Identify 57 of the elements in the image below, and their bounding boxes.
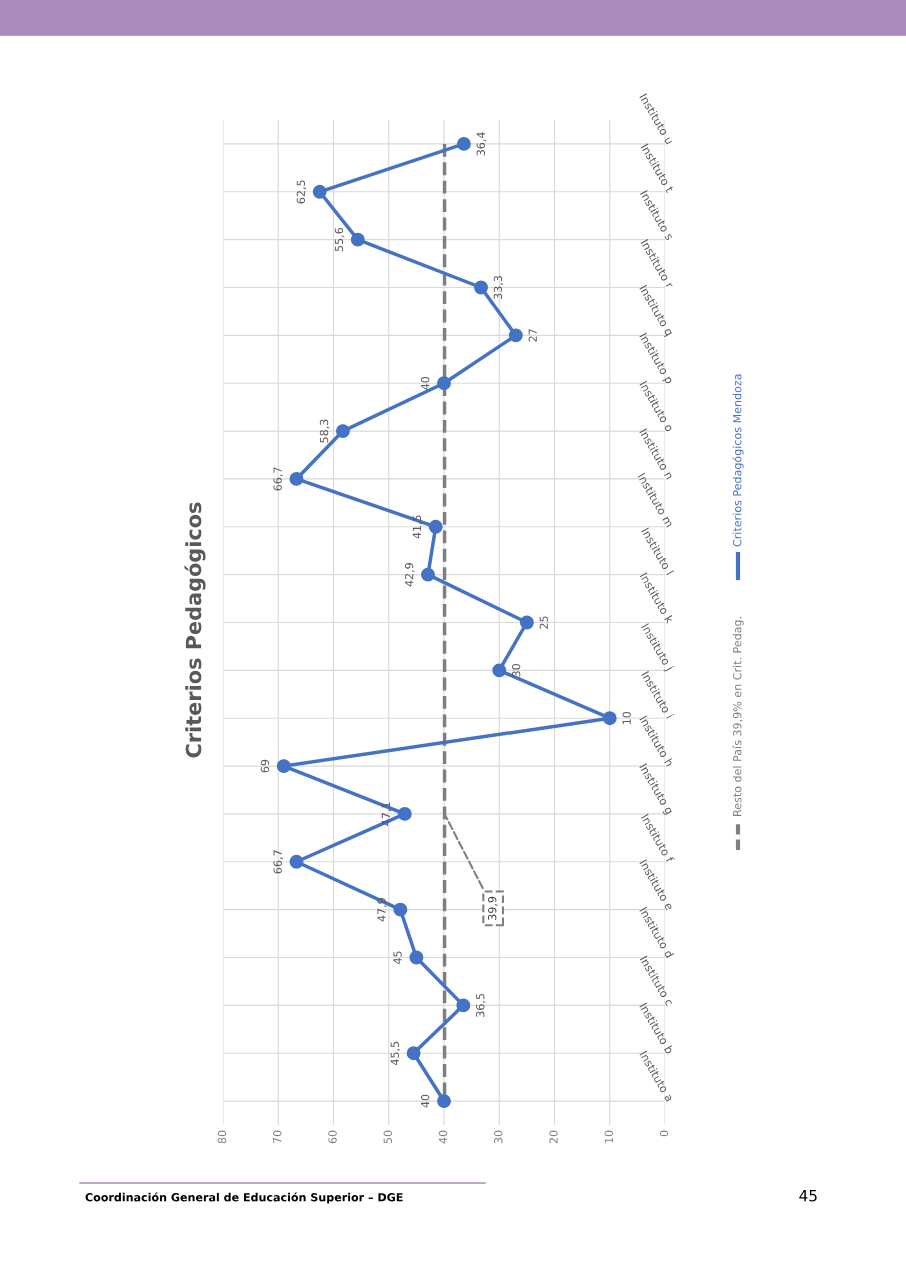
data-label: 69 [260, 759, 270, 773]
data-label: 33,3 [493, 276, 504, 300]
data-label: 25 [539, 616, 548, 629]
point [456, 136, 471, 151]
data-label: 36,5 [476, 993, 486, 1017]
x-tick-label: 20 [549, 1130, 558, 1144]
data-label: 66,7 [273, 467, 283, 491]
data-label: 36,4 [476, 132, 487, 156]
point [335, 424, 350, 439]
text: 45 [799, 1190, 817, 1202]
data-label: 40 [420, 376, 430, 390]
data-label: 45 [393, 951, 402, 965]
point [519, 615, 534, 630]
point [289, 471, 304, 486]
x-tick-label: 40 [438, 1130, 448, 1144]
point [437, 376, 451, 391]
data-label: 30 [511, 664, 521, 677]
data-label: 40 [420, 1094, 430, 1108]
x-tick-label: 50 [383, 1130, 392, 1144]
point [409, 950, 424, 965]
x-tick-label: 30 [494, 1130, 503, 1144]
x-tick-label: 60 [328, 1130, 337, 1144]
x-tick-label: 80 [217, 1130, 227, 1144]
data-label: 66,7 [273, 850, 283, 874]
data-label: 55,6 [334, 227, 345, 252]
data-label: 39,9 [487, 896, 498, 920]
point [289, 854, 304, 869]
point [474, 280, 488, 295]
data-label: 45,5 [390, 1041, 401, 1066]
point [428, 519, 443, 534]
data-label: 47,9 [377, 898, 387, 922]
point [456, 998, 471, 1013]
point [508, 328, 523, 343]
point [406, 1046, 421, 1061]
point [492, 663, 507, 678]
point [421, 567, 435, 582]
text: Criterios Pedagógicos [184, 502, 206, 758]
point [276, 759, 291, 774]
x-tick-label: 10 [604, 1130, 613, 1143]
x-tick-label: 70 [273, 1130, 282, 1144]
data-label: 10 [622, 711, 631, 725]
data-label: 62,5 [296, 180, 307, 204]
point [312, 184, 327, 199]
point [397, 806, 412, 821]
text: Resto del País 39,9% en Crit. Pedag. [732, 617, 744, 816]
point [602, 711, 617, 726]
data-label: 47,1 [381, 802, 392, 826]
data-label: 41,5 [412, 515, 423, 539]
point [350, 232, 365, 247]
point [437, 1094, 451, 1109]
data-label: 42,9 [404, 563, 415, 587]
x-tick-label: 0 [659, 1130, 669, 1137]
text: Criterios Pedagógicos Mendoza [732, 374, 744, 547]
data-label: 27 [528, 329, 537, 342]
point [393, 902, 408, 917]
data-label: 58,3 [319, 419, 330, 443]
text: Coordinación General de Educación Superior – DGE [85, 1192, 403, 1204]
